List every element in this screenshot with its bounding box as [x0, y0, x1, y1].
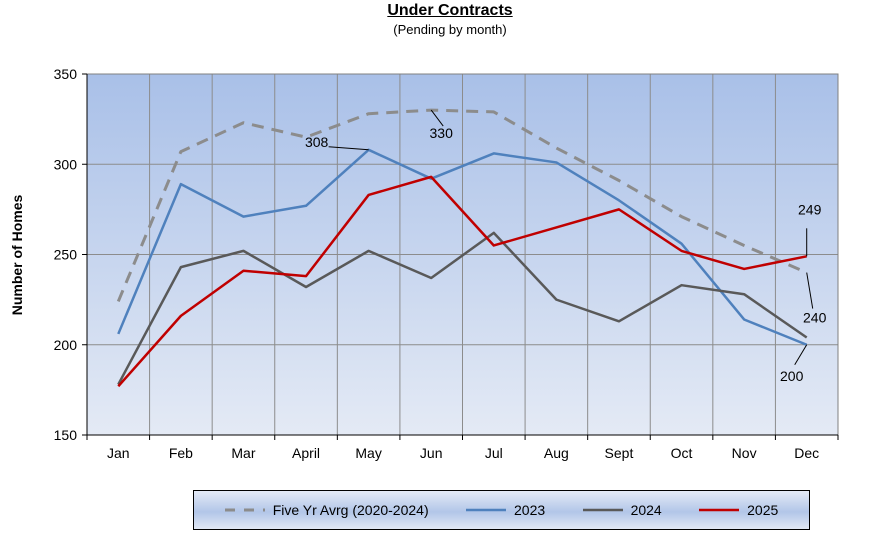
legend-label: Five Yr Avrg (2020-2024) [272, 502, 429, 518]
x-tick-label: Nov [732, 445, 757, 461]
chart-title: Under Contracts [387, 2, 513, 19]
legend-item: Five Yr Avrg (2020-2024) [224, 502, 429, 518]
grid-lines [87, 74, 838, 435]
x-tick-label: Jun [420, 445, 443, 461]
data-label: 240 [803, 310, 827, 326]
y-tick-label: 250 [54, 247, 78, 263]
data-label-leader [430, 109, 444, 127]
x-tick-label: Jul [485, 445, 503, 461]
x-tick-label: Oct [671, 445, 693, 461]
y-tick-label: 150 [54, 427, 78, 443]
data-label: 308 [305, 134, 329, 150]
series-line-3 [117, 175, 807, 388]
x-tick-label: Feb [169, 445, 193, 461]
x-tick-label: Sept [605, 445, 634, 461]
data-label: 330 [430, 125, 454, 141]
y-tick-label: 200 [54, 337, 78, 353]
legend-swatch [582, 508, 623, 512]
legend-swatch [466, 508, 507, 512]
legend-item: 2025 [699, 502, 778, 518]
series-line-2 [117, 231, 808, 386]
data-label-leader [806, 272, 814, 309]
y-axis-label: Number of Homes [9, 195, 25, 316]
legend: Five Yr Avrg (2020-2024) 2023 2024 2025 [193, 490, 810, 530]
legend-label: 2023 [514, 502, 546, 518]
data-label: 200 [780, 368, 804, 384]
legend-swatch [224, 508, 265, 512]
legend-item: 2024 [582, 502, 662, 518]
axes [82, 73, 839, 440]
legend-item: 2023 [466, 502, 545, 518]
series-lines [116, 108, 808, 388]
x-tick-label: Aug [544, 445, 569, 461]
line-chart: 150 200 250 300 350 Jan Feb Mar April May Jun Jul A… [9, 66, 839, 461]
chart-subtitle: (Pending by month) [393, 22, 507, 37]
y-tick-label: 350 [54, 66, 78, 82]
data-label-leader [328, 146, 369, 151]
data-label-leader [794, 344, 808, 366]
x-tick-label: April [292, 445, 320, 461]
legend-label: 2024 [630, 502, 662, 518]
x-tick-label: Jan [107, 445, 130, 461]
y-tick-label: 300 [54, 156, 78, 172]
x-tick-label: Mar [231, 445, 255, 461]
x-tick-label: May [355, 445, 381, 461]
x-tick-label: Dec [794, 445, 819, 461]
legend-swatch [699, 508, 740, 512]
data-label: 249 [798, 201, 822, 217]
series-line-1 [117, 148, 808, 346]
x-tick-labels: Jan Feb Mar April May Jun Jul Aug Sept Oct Nov Dec [107, 445, 819, 461]
data-labels: 308 330 249 240 200 [305, 109, 827, 384]
legend-label: 2025 [747, 502, 779, 518]
y-tick-labels: 150 200 250 300 350 [54, 66, 78, 443]
